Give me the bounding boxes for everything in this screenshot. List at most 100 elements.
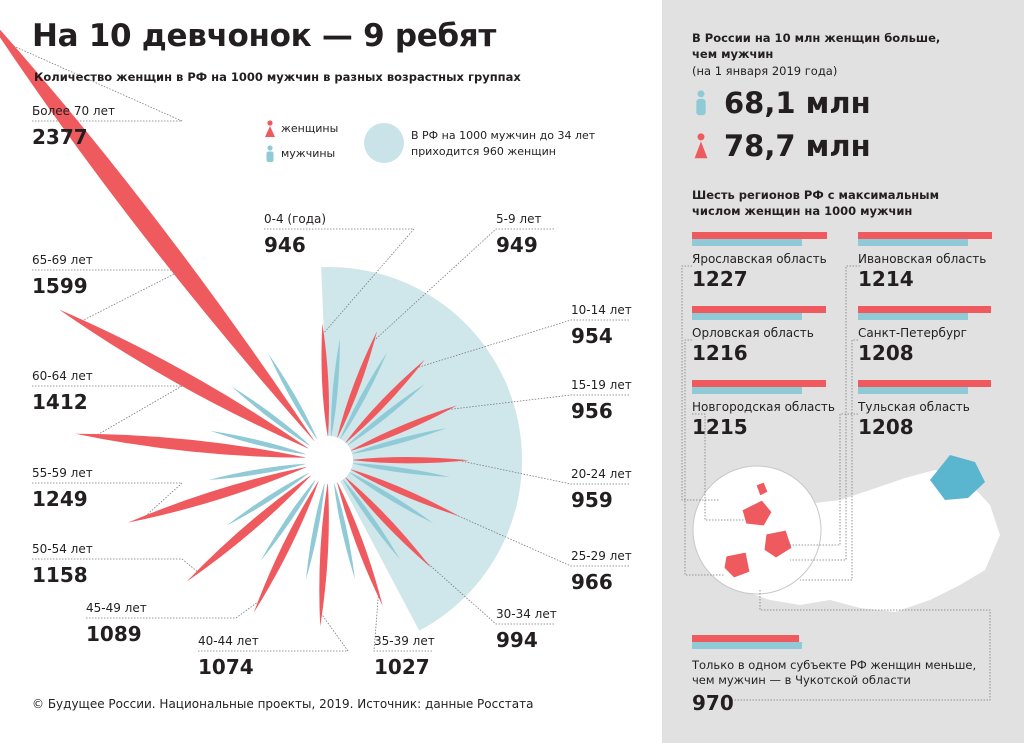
map-connector-0 — [681, 265, 720, 501]
value-label-4: 959 — [571, 488, 613, 512]
category-label-14: Более 70 лет — [32, 104, 115, 118]
date-note: (на 1 января 2019 года) — [692, 64, 838, 78]
regions-header-line-1: Шесть регионов РФ с максимальным — [692, 188, 939, 202]
region-name-3: Санкт-Петербург — [858, 326, 967, 340]
connector-line-10 — [32, 558, 199, 573]
category-label-5: 25-29 лет — [571, 549, 632, 563]
chukotka-bar-men — [692, 642, 802, 649]
category-label-4: 20-24 лет — [571, 467, 632, 481]
region-bar-men-1 — [858, 239, 968, 246]
man-icon — [266, 145, 274, 162]
category-label-12: 60-64 лет — [32, 369, 93, 383]
region-value-2: 1216 — [692, 341, 748, 365]
petal-women-6 — [344, 475, 431, 568]
region-name-1: Ивановская область — [858, 252, 987, 266]
petal-men-9 — [260, 478, 317, 561]
side-header-line-1: В России на 10 млн женщин больше, — [692, 31, 941, 45]
petal-men-10 — [226, 471, 311, 526]
region-value-1: 1214 — [858, 267, 914, 291]
region-bar-women-0 — [692, 232, 827, 239]
petal-women-0 — [321, 323, 329, 439]
region-value-3: 1208 — [858, 341, 914, 365]
petal-men-1 — [339, 352, 387, 441]
map-connector-4 — [692, 413, 745, 521]
value-label-8: 1074 — [198, 655, 254, 679]
map-connector-5 — [785, 413, 858, 546]
legend-men: мужчины — [281, 147, 336, 160]
chukotka-bar-women — [692, 635, 799, 642]
petal-women-3 — [349, 405, 458, 452]
regions-header-line-2: числом женщин на 1000 мужчин — [692, 204, 913, 218]
connector-line-0 — [264, 228, 415, 335]
map-region-2 — [723, 551, 751, 579]
region-bar-men-5 — [858, 387, 968, 394]
connector-line-2 — [417, 319, 629, 369]
map-label: Россия — [880, 549, 920, 560]
value-label-9: 1089 — [86, 622, 142, 646]
region-bar-women-3 — [858, 306, 991, 313]
note-marker — [364, 123, 404, 163]
petal-women-8 — [319, 481, 329, 627]
petal-women-4 — [350, 456, 469, 464]
side-panel — [662, 0, 1024, 743]
petal-women-11 — [127, 466, 308, 523]
category-label-7: 35-39 лет — [374, 634, 435, 648]
category-label-3: 15-19 лет — [571, 378, 632, 392]
map-chukotka — [930, 455, 985, 500]
region-name-4: Новгородская область — [692, 400, 835, 414]
value-label-1: 949 — [496, 233, 538, 257]
value-label-11: 1249 — [32, 487, 88, 511]
man-icon — [696, 90, 706, 116]
connector-line-14 — [7, 43, 183, 122]
connector-line-5 — [448, 511, 629, 567]
region-bar-women-1 — [858, 232, 992, 239]
petal-men-5 — [347, 471, 434, 524]
chukotka-line-2: чем мужчин — в Чукотской области — [692, 673, 911, 687]
region-name-2: Орловская область — [692, 326, 814, 340]
petal-women-14 — [0, 29, 316, 443]
side-header: В России на 10 млн женщин больше, чем му… — [692, 30, 940, 62]
map-region-0 — [741, 499, 773, 527]
map-region-1 — [763, 529, 793, 559]
regions-header: Шесть регионов РФ с максимальным числом … — [692, 187, 939, 219]
category-label-9: 45-49 лет — [86, 601, 147, 615]
note-line-2: приходится 960 женщин — [411, 145, 556, 158]
map-connector-3 — [800, 339, 858, 581]
region-name-5: Тульская область — [858, 400, 970, 414]
region-bar-men-0 — [692, 239, 802, 246]
map-region-3 — [755, 481, 769, 497]
category-label-13: 65-69 лет — [32, 253, 93, 267]
value-label-13: 1599 — [32, 274, 88, 298]
petal-men-2 — [346, 384, 425, 447]
chukotka-line-1: Только в одном субъекте РФ женщин меньше… — [692, 658, 977, 672]
category-label-10: 50-54 лет — [32, 542, 93, 556]
connector-line-4 — [457, 459, 629, 485]
petal-women-10 — [186, 474, 313, 582]
value-label-2: 954 — [571, 324, 613, 348]
under-34-sector — [321, 267, 522, 631]
map-connector-2 — [684, 339, 725, 576]
chukotka-value: 970 — [692, 691, 734, 715]
page-title: На 10 девчонок — 9 ребят — [32, 18, 497, 54]
category-label-11: 55-59 лет — [32, 466, 93, 480]
region-value-4: 1215 — [692, 415, 748, 439]
petal-men-3 — [350, 427, 447, 455]
region-bar-men-2 — [692, 313, 802, 320]
value-label-7: 1027 — [374, 655, 430, 679]
value-label-3: 956 — [571, 399, 613, 423]
region-bar-men-3 — [858, 313, 968, 320]
connector-line-8 — [198, 612, 349, 652]
petal-men-8 — [305, 481, 325, 580]
map-connector-6 — [730, 590, 991, 701]
region-bar-women-2 — [692, 306, 826, 313]
legend-women: женщины — [281, 122, 339, 135]
category-label-8: 40-44 лет — [198, 634, 259, 648]
value-label-0: 946 — [264, 233, 306, 257]
connector-line-3 — [446, 394, 629, 411]
region-bar-women-4 — [692, 380, 826, 387]
petal-men-0 — [330, 338, 340, 439]
petal-women-13 — [59, 309, 310, 450]
region-bar-women-5 — [858, 380, 991, 387]
connector-line-6 — [422, 558, 554, 625]
